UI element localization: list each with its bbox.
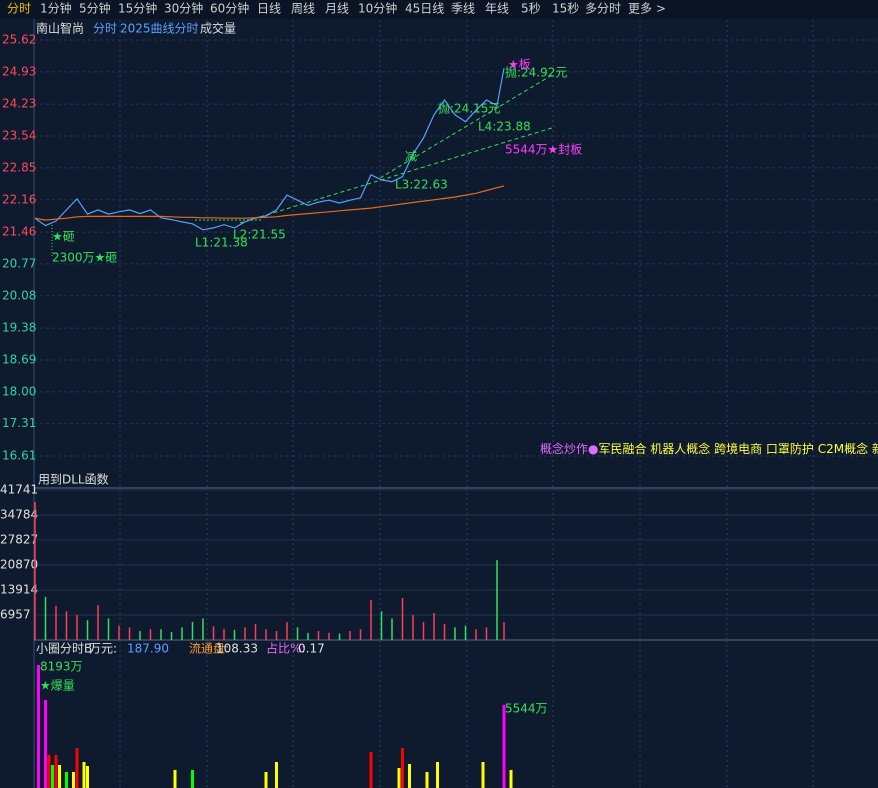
toolbar-item[interactable]: 45日线 — [405, 2, 444, 16]
toolbar-bg — [0, 0, 878, 19]
capital-bar — [86, 765, 89, 788]
y-tick-label: 34784 — [0, 508, 38, 522]
annotation: L1:21.38 — [195, 236, 248, 250]
y-tick-label: 24.23 — [2, 97, 36, 111]
toolbar-item[interactable]: 15秒 — [552, 2, 579, 16]
capital-bar — [51, 765, 54, 788]
capital-bar — [72, 771, 75, 788]
toolbar-item[interactable]: 月线 — [325, 2, 349, 16]
y-tick-label: 18.00 — [2, 384, 36, 398]
y-tick-label: 27827 — [0, 533, 38, 547]
toolbar-item[interactable]: 多分时 — [585, 2, 621, 16]
annotation: ★板 — [508, 58, 531, 72]
y-tick-label: 24.93 — [2, 64, 36, 78]
toolbar-item[interactable]: 30分钟 — [164, 1, 203, 16]
capital-bar — [65, 771, 68, 788]
concept-items: 军民融合 机器人概念 跨境电商 口罩防护 C2M概念 新 — [598, 441, 878, 456]
annotation: L4:23.88 — [478, 120, 531, 134]
toolbar-item[interactable]: 分时 — [7, 2, 31, 16]
y-tick-label: 16.61 — [2, 449, 36, 463]
price-line — [34, 68, 505, 231]
y-tick-label: 20.77 — [2, 256, 36, 270]
stat-label: 占比%: — [266, 641, 305, 656]
capital-bar — [173, 769, 177, 788]
capital-bar — [75, 747, 79, 788]
y-tick-label: 22.16 — [2, 192, 36, 206]
y-tick-label: 25.62 — [2, 33, 36, 47]
capital-bar — [82, 761, 86, 788]
trend-line — [379, 74, 553, 179]
annotation: L3:22.63 — [395, 178, 448, 192]
y-tick-label: 21.46 — [2, 225, 36, 239]
y-tick-label: 13914 — [0, 582, 38, 596]
stat-label: 万元: — [89, 642, 117, 656]
y-tick-label: 18.69 — [2, 352, 36, 366]
y-tick-label: 17.31 — [2, 416, 36, 430]
toolbar-item[interactable]: 5秒 — [521, 2, 541, 16]
capital-bar — [425, 771, 429, 788]
annotation: ★砸 — [52, 230, 75, 244]
toolbar-item[interactable]: 10分钟 — [358, 1, 397, 16]
toolbar-item[interactable]: 年线 — [485, 2, 509, 16]
annotation: 抛:24.92元 — [505, 65, 567, 80]
annotation: 8193万 — [40, 660, 83, 674]
toolbar-item[interactable]: 15分钟 — [118, 1, 157, 16]
concept: 概念炒作●军民融合 机器人概念 跨境电商 口罩防护 C2M概念 新 — [540, 441, 878, 456]
capital-bar — [369, 751, 373, 788]
toolbar-item[interactable]: 周线 — [291, 2, 315, 16]
capital-bar — [47, 755, 51, 788]
capital-bar — [509, 769, 513, 788]
trend-line — [239, 126, 556, 224]
annotation: 减 — [405, 150, 417, 164]
capital-bar — [481, 761, 485, 788]
capital-bar — [436, 761, 439, 788]
indicator: 2025曲线分时 — [120, 22, 199, 36]
concept-label: 概念炒作● — [540, 441, 598, 456]
annotation: 5544万 — [505, 702, 548, 716]
annotation: ★爆量 — [40, 679, 75, 693]
stat-value: 0.17 — [298, 642, 325, 656]
stock-name: 南山智尚 — [36, 21, 84, 36]
y-tick-label: 20870 — [0, 558, 38, 572]
capital-bar — [264, 771, 268, 788]
annotation: 2300万★砸 — [52, 251, 117, 265]
y-tick-label: 41741 — [0, 483, 38, 497]
capital-bar — [44, 700, 47, 788]
toolbar-item[interactable]: 日线 — [257, 2, 281, 16]
capital-title: 小圈分时B — [36, 642, 92, 656]
capital-bar — [408, 763, 411, 788]
toolbar-item[interactable]: 1分钟 — [40, 1, 72, 16]
volume-label: 成交量 — [200, 21, 236, 36]
capital-bar — [275, 761, 278, 788]
capital-bar — [37, 665, 40, 788]
annotation: 抛:24.15元 — [438, 101, 500, 116]
capital-bar — [401, 747, 404, 788]
y-tick-label: 6957 — [0, 607, 31, 621]
y-tick-label: 22.85 — [2, 160, 36, 174]
annotation: L2:21.55 — [233, 228, 286, 242]
mode: 分时 — [93, 22, 117, 36]
stat-label: 流通盘: — [189, 641, 229, 656]
volume-title: 用到DLL函数 — [38, 472, 109, 487]
toolbar-item[interactable]: 5分钟 — [79, 1, 111, 16]
capital-bar — [397, 768, 401, 788]
toolbar: 分时 1分钟 5分钟 15分钟 30分钟 60分钟 日线 周线 月线 10分钟 45日线 季线 年线 5秒… — [7, 1, 666, 16]
toolbar-item[interactable]: 更多 > — [628, 2, 666, 16]
annotation: 5544万★封板 — [505, 143, 582, 157]
y-tick-label: 23.54 — [2, 129, 36, 143]
y-tick-label: 20.08 — [2, 288, 36, 302]
toolbar-item[interactable]: 60分钟 — [210, 1, 249, 16]
capital-bar — [54, 755, 58, 788]
capital-bar — [502, 704, 506, 788]
toolbar-item[interactable]: 季线 — [451, 2, 475, 16]
capital-bar — [58, 765, 61, 788]
avg-line — [34, 185, 505, 221]
capital-bar — [191, 769, 194, 788]
y-tick-label: 19.38 — [2, 321, 36, 335]
stat-value: 108.33 — [216, 642, 258, 656]
stat-value: 187.90 — [127, 642, 169, 656]
